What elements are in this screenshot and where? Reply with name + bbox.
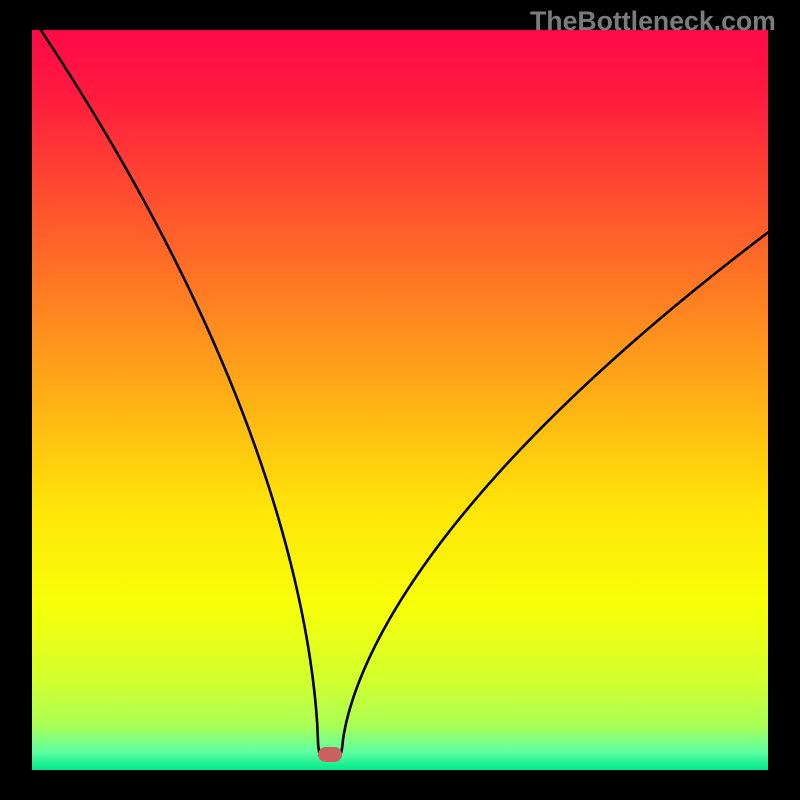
bottleneck-chart [32, 30, 768, 770]
bottleneck-curve [32, 30, 768, 770]
optimal-point-marker [318, 747, 342, 762]
watermark-text: TheBottleneck.com [530, 6, 776, 37]
